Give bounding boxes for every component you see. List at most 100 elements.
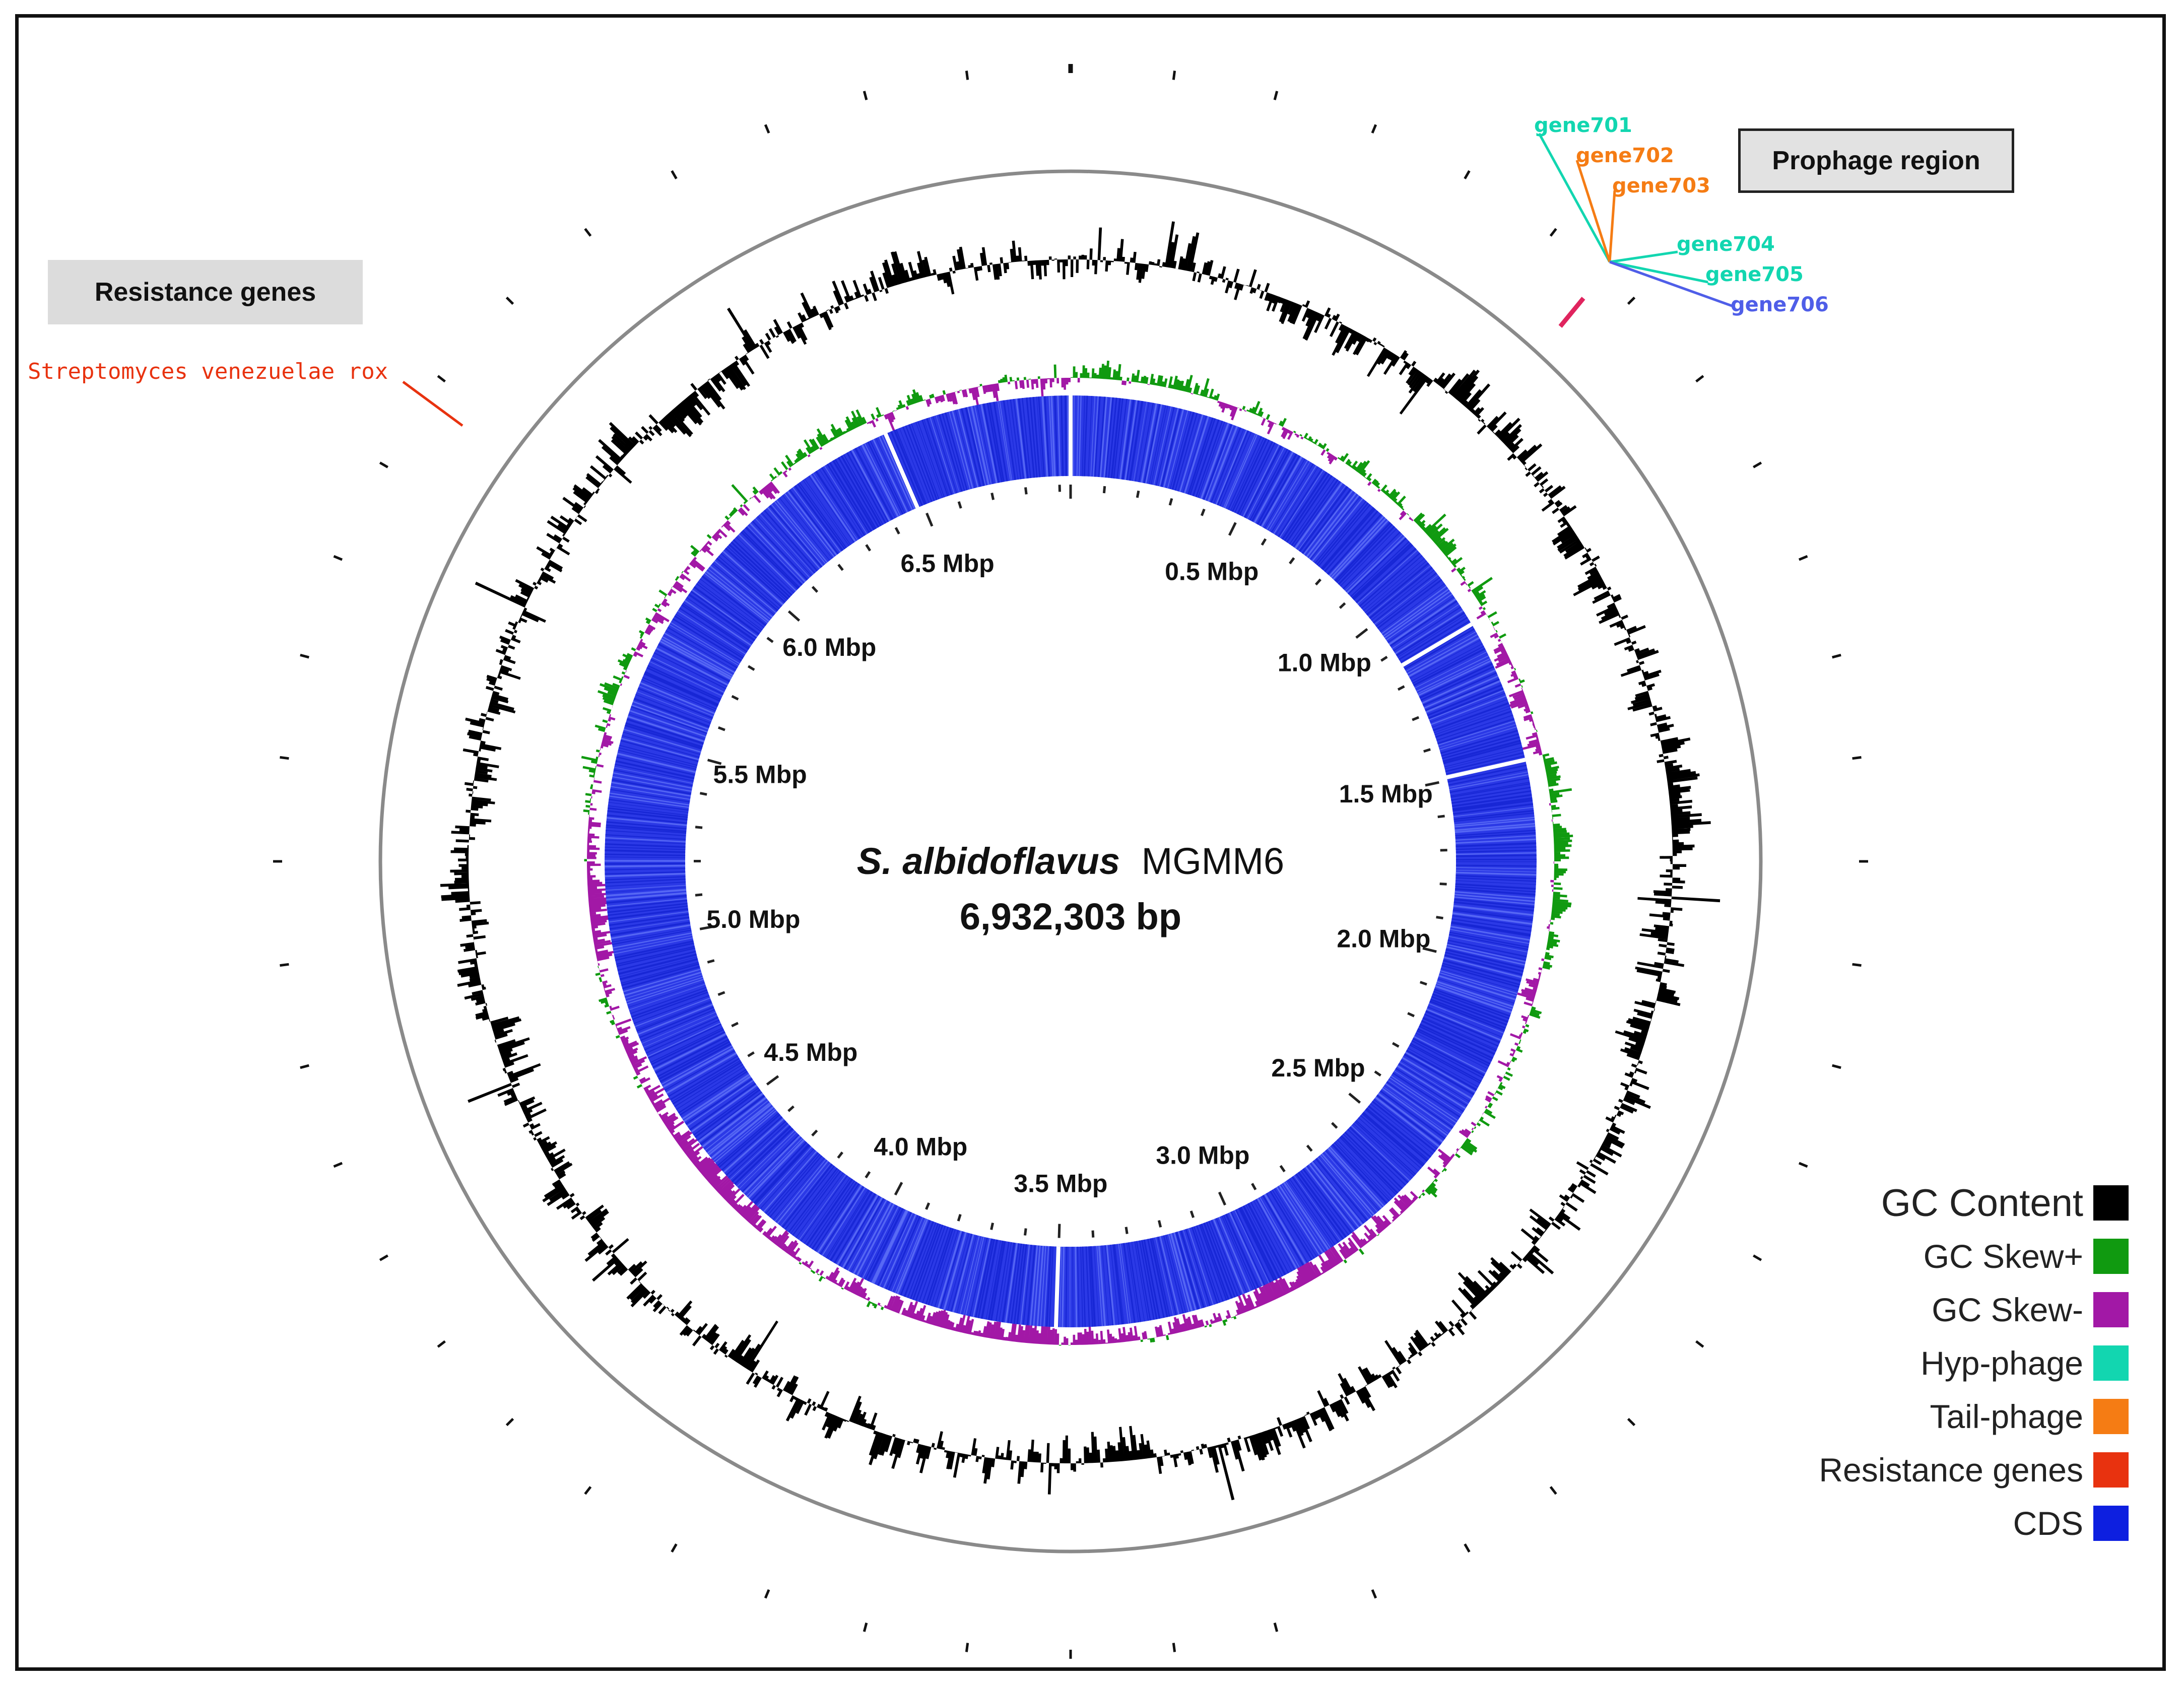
cds-stripe: [626, 713, 708, 740]
cds-stripe: [1451, 896, 1537, 906]
cds-stripe: [680, 601, 752, 650]
cds-stripe: [1249, 1199, 1290, 1276]
cds-stripe: [947, 1230, 970, 1314]
cds-stripe: [703, 569, 772, 624]
cds-stripe: [626, 983, 708, 1011]
cds-stripe: [1022, 1242, 1033, 1327]
cds-stripe: [1020, 1242, 1030, 1327]
cds-stripe: [624, 978, 706, 1005]
cds-stripe: [643, 1018, 722, 1055]
cds-stripe: [889, 429, 924, 509]
cds-stripe: [907, 422, 939, 503]
cds-stripe: [657, 639, 734, 682]
cds-stripe: [1048, 395, 1054, 479]
cds-stripe: [715, 1111, 781, 1168]
cds-stripe: [1451, 817, 1537, 826]
cds-stripe: [1235, 439, 1275, 517]
cds-stripe: [1013, 396, 1024, 482]
cds-stripe: [814, 468, 863, 542]
cds-stripe: [605, 878, 688, 884]
cds-stripe: [1351, 542, 1415, 602]
scale-tick: [1289, 557, 1295, 565]
scale-tick: [990, 492, 995, 500]
cds-stripe: [797, 480, 848, 551]
cds-stripe: [636, 1005, 716, 1040]
scale-tick: [1136, 490, 1140, 498]
cds-stripe: [910, 421, 941, 502]
cds-stripe: [1297, 484, 1350, 554]
cds-stripe: [1004, 1240, 1018, 1326]
cds-stripe: [1287, 1176, 1337, 1248]
cds-stripe: [790, 1168, 843, 1238]
cds-stripe: [892, 427, 927, 508]
cds-stripe: [1119, 396, 1132, 482]
cds-stripe: [1410, 1036, 1487, 1078]
cds-stripe: [1255, 451, 1299, 527]
cds-stripe: [744, 1136, 805, 1198]
cds-stripe: [1386, 596, 1459, 647]
cds-stripe: [1242, 443, 1283, 520]
cds-stripe: [758, 1146, 816, 1211]
cds-stripe: [663, 629, 739, 672]
cds-stripe: [1442, 749, 1526, 770]
cds-stripe: [1430, 990, 1512, 1021]
legend-swatch: [2093, 1345, 2129, 1381]
cds-stripe: [716, 1112, 782, 1170]
cds-stripe: [1391, 605, 1464, 653]
cds-stripe: [1363, 1107, 1430, 1164]
cds-stripe: [1441, 956, 1525, 979]
cds-stripe: [1172, 1230, 1198, 1313]
prophage-leader: [1608, 190, 1616, 262]
cds-stripe: [1403, 1050, 1478, 1094]
cds-stripe: [750, 518, 810, 582]
cds-stripe: [1449, 912, 1535, 925]
cds-stripe: [1112, 395, 1124, 481]
cds-stripe: [1207, 1218, 1239, 1299]
cds-stripe: [714, 556, 780, 613]
cds-stripe: [605, 892, 689, 901]
cds-stripe: [1214, 427, 1248, 507]
cds-stripe: [736, 532, 799, 593]
cds-stripe: [1453, 854, 1537, 857]
cds-stripe: [1436, 723, 1518, 749]
cds-stripe: [855, 1201, 896, 1278]
scale-tick: [1355, 628, 1368, 639]
outer-backbone-circle: [378, 169, 1763, 1554]
cds-stripe: [1388, 1073, 1461, 1123]
cds-stripe: [1244, 1202, 1284, 1279]
cds-stripe: [605, 862, 688, 865]
cds-stripe: [1361, 1110, 1427, 1167]
scale-label: 1.5 Mbp: [1339, 780, 1433, 808]
cds-stripe: [607, 918, 692, 932]
cds-stripe: [1124, 397, 1138, 483]
cds-stripe: [680, 1072, 752, 1121]
cds-stripe: [627, 986, 709, 1015]
scale-tick: [747, 665, 755, 671]
cds-stripe: [1029, 395, 1038, 481]
cds-stripe: [1015, 396, 1027, 482]
cds-stripe: [610, 775, 694, 792]
cds-stripe: [970, 403, 990, 488]
cds-stripe: [1446, 773, 1531, 791]
cds-stripe: [1332, 1140, 1392, 1203]
cds-stripe: [825, 461, 872, 535]
cds-stripe: [1255, 1195, 1299, 1272]
scale-tick: [1124, 1227, 1129, 1234]
cds-stripe: [654, 1037, 732, 1079]
cds-stripe: [977, 1236, 996, 1321]
cds-stripe: [614, 752, 699, 774]
cds-stripe: [797, 1172, 848, 1243]
cds-stripe: [622, 974, 705, 1000]
cds-stripe: [605, 824, 689, 833]
cds-stripe: [1398, 1058, 1473, 1103]
cds-stripe: [1432, 984, 1514, 1014]
cds-stripe: [1453, 858, 1537, 861]
cds-stripe: [1216, 428, 1250, 508]
cds-stripe: [694, 581, 764, 634]
cds-stripe: [982, 400, 1001, 486]
cds-stripe: [1453, 867, 1537, 869]
cds-stripe: [1341, 1131, 1403, 1193]
cds-stripe: [1155, 404, 1175, 489]
cds-stripe: [1144, 401, 1163, 486]
cds-stripe: [681, 1074, 754, 1124]
